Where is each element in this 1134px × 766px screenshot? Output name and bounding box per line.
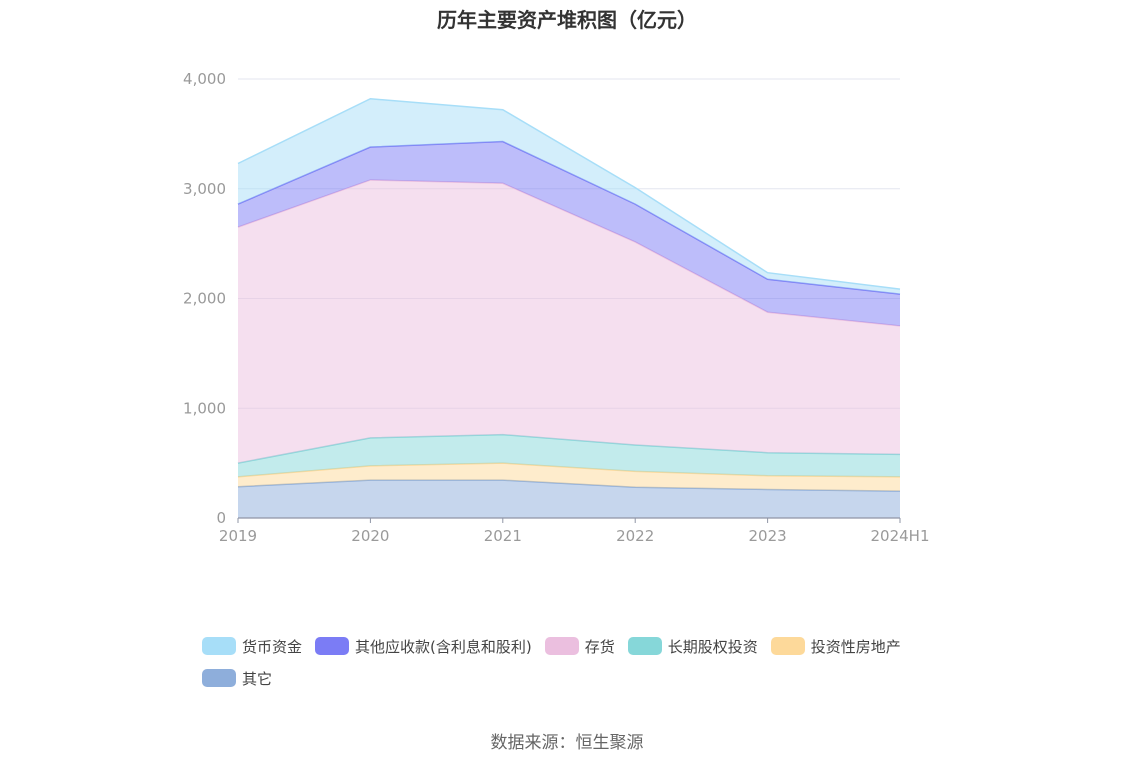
legend-label: 其它 — [242, 669, 273, 688]
legend: 货币资金 其他应收款(含利息和股利) 存货 长期股权投资 投资性房地产 其它 — [202, 630, 962, 694]
area-2 — [238, 434, 900, 477]
area-4 — [238, 141, 900, 326]
legend-item-other[interactable]: 其它 — [202, 668, 272, 689]
data-source: 数据来源：恒生聚源 — [490, 733, 644, 753]
y-tick-label: 0 — [216, 509, 226, 527]
y-tick-label: 3,000 — [183, 180, 226, 198]
stacked-area-chart: 0 1,000 2,000 3,000 4,000 2019 2020 2021 2022 202… — [183, 70, 929, 545]
legend-row-2: 其它 — [202, 662, 962, 694]
legend-label: 货币资金 — [242, 637, 303, 656]
y-tick-label: 2,000 — [183, 290, 226, 308]
legend-item-long-term-equity[interactable]: 长期股权投资 — [627, 636, 758, 657]
legend-swatch — [544, 637, 579, 655]
x-tick-label: 2020 — [351, 527, 389, 545]
legend-swatch — [315, 637, 350, 655]
legend-swatch — [770, 637, 805, 655]
area-1 — [238, 463, 900, 492]
x-tick-label: 2024H1 — [871, 527, 930, 545]
y-tick-label: 1,000 — [183, 399, 226, 417]
legend-label: 投资性房地产 — [810, 637, 901, 656]
legend-item-cash[interactable]: 货币资金 — [202, 636, 302, 657]
legend-item-investment-property[interactable]: 投资性房地产 — [770, 636, 901, 657]
legend-label: 存货 — [584, 637, 615, 656]
area-line-5 — [237, 97, 901, 290]
x-tick-label: 2021 — [484, 527, 522, 545]
legend-label: 长期股权投资 — [667, 637, 758, 656]
y-tick-label: 4,000 — [183, 70, 226, 88]
legend-row-1: 货币资金 其他应收款(含利息和股利) 存货 长期股权投资 投资性房地产 — [202, 630, 962, 662]
legend-label: 其他应收款(含利息和股利) — [355, 637, 532, 656]
area-series-layer — [237, 97, 901, 518]
x-tick-label: 2022 — [616, 527, 654, 545]
x-tick-label: 2019 — [219, 527, 257, 545]
area-3 — [238, 179, 900, 464]
legend-swatch — [202, 669, 236, 687]
legend-item-other-receivables[interactable]: 其他应收款(含利息和股利) — [315, 636, 532, 657]
chart-title: 历年主要资产堆积图（亿元） — [437, 8, 697, 32]
x-tick-label: 2023 — [749, 527, 787, 545]
legend-item-inventory[interactable]: 存货 — [544, 636, 615, 657]
legend-swatch — [202, 637, 236, 655]
legend-swatch — [627, 637, 662, 655]
axes: 0 1,000 2,000 3,000 4,000 2019 2020 2021 2022 202… — [183, 70, 929, 545]
